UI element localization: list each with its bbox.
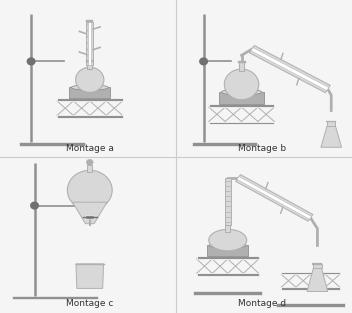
FancyBboxPatch shape bbox=[88, 62, 92, 69]
Text: Montage c: Montage c bbox=[66, 299, 113, 308]
Ellipse shape bbox=[209, 229, 247, 251]
Circle shape bbox=[200, 58, 207, 65]
Circle shape bbox=[31, 202, 38, 209]
FancyBboxPatch shape bbox=[197, 273, 259, 276]
Circle shape bbox=[27, 58, 35, 65]
Text: Montage a: Montage a bbox=[66, 144, 114, 153]
FancyBboxPatch shape bbox=[86, 20, 93, 22]
FancyBboxPatch shape bbox=[197, 256, 259, 259]
FancyBboxPatch shape bbox=[313, 264, 322, 269]
FancyBboxPatch shape bbox=[88, 22, 91, 65]
Polygon shape bbox=[307, 269, 328, 291]
Circle shape bbox=[86, 159, 93, 165]
FancyBboxPatch shape bbox=[225, 224, 230, 232]
FancyBboxPatch shape bbox=[69, 87, 111, 98]
Ellipse shape bbox=[221, 89, 262, 95]
Text: Montage b: Montage b bbox=[238, 144, 286, 153]
Polygon shape bbox=[236, 175, 313, 221]
FancyBboxPatch shape bbox=[238, 61, 245, 63]
FancyBboxPatch shape bbox=[193, 291, 262, 295]
FancyBboxPatch shape bbox=[12, 296, 99, 299]
Polygon shape bbox=[251, 48, 329, 90]
FancyBboxPatch shape bbox=[57, 98, 122, 101]
FancyBboxPatch shape bbox=[191, 142, 257, 146]
Ellipse shape bbox=[209, 243, 246, 248]
FancyBboxPatch shape bbox=[327, 121, 335, 126]
Polygon shape bbox=[76, 264, 103, 288]
FancyBboxPatch shape bbox=[209, 121, 274, 124]
FancyBboxPatch shape bbox=[86, 216, 94, 219]
Circle shape bbox=[76, 67, 104, 92]
FancyBboxPatch shape bbox=[207, 245, 249, 256]
FancyBboxPatch shape bbox=[87, 165, 92, 172]
Text: Montage d: Montage d bbox=[238, 299, 286, 308]
Ellipse shape bbox=[71, 85, 108, 90]
FancyBboxPatch shape bbox=[219, 92, 264, 104]
FancyBboxPatch shape bbox=[225, 178, 231, 225]
FancyBboxPatch shape bbox=[19, 142, 84, 146]
FancyBboxPatch shape bbox=[86, 60, 93, 62]
Circle shape bbox=[224, 69, 259, 100]
FancyBboxPatch shape bbox=[276, 303, 345, 307]
Polygon shape bbox=[250, 45, 330, 93]
FancyBboxPatch shape bbox=[326, 121, 336, 122]
FancyBboxPatch shape bbox=[239, 62, 244, 71]
Polygon shape bbox=[237, 177, 312, 219]
Circle shape bbox=[67, 170, 112, 210]
FancyBboxPatch shape bbox=[281, 287, 340, 290]
Polygon shape bbox=[321, 126, 341, 147]
FancyBboxPatch shape bbox=[281, 271, 340, 274]
FancyBboxPatch shape bbox=[57, 115, 122, 118]
FancyBboxPatch shape bbox=[209, 104, 274, 107]
Polygon shape bbox=[73, 202, 107, 224]
FancyBboxPatch shape bbox=[86, 22, 93, 65]
